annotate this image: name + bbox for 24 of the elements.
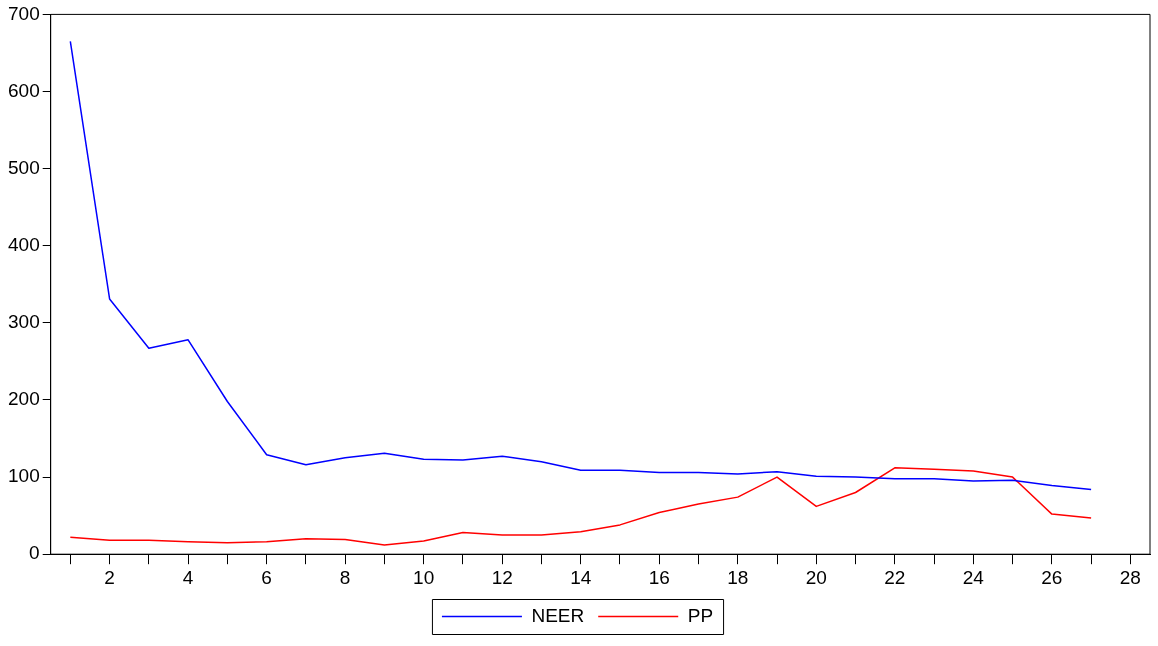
y-tick-label: 700 [8, 2, 40, 24]
x-tick-label: 16 [648, 566, 670, 588]
x-tick-label: 4 [182, 566, 194, 588]
y-tick-label: 300 [8, 311, 40, 333]
x-tick-label: 18 [727, 566, 749, 588]
x-tick-label: 22 [884, 566, 906, 588]
legend-label: NEER [531, 604, 585, 626]
x-tick-label: 12 [491, 566, 513, 588]
x-tick-label: 26 [1041, 566, 1063, 588]
y-tick-label: 100 [8, 465, 40, 487]
x-tick-label: 20 [805, 566, 827, 588]
y-tick-label: 0 [29, 542, 40, 564]
x-tick-label: 8 [339, 566, 351, 588]
y-tick-label: 400 [8, 233, 40, 255]
x-tick-label: 24 [962, 566, 985, 588]
y-tick-label: 500 [8, 156, 40, 178]
x-tick-label: 2 [104, 566, 115, 588]
legend-label: PP [687, 604, 714, 626]
y-tick-label: 600 [8, 79, 40, 101]
x-tick-label: 28 [1119, 566, 1141, 588]
x-tick-label: 6 [261, 566, 272, 588]
x-tick-label: 10 [413, 566, 435, 588]
y-tick-label: 200 [8, 388, 40, 410]
x-tick-label: 14 [570, 566, 592, 588]
